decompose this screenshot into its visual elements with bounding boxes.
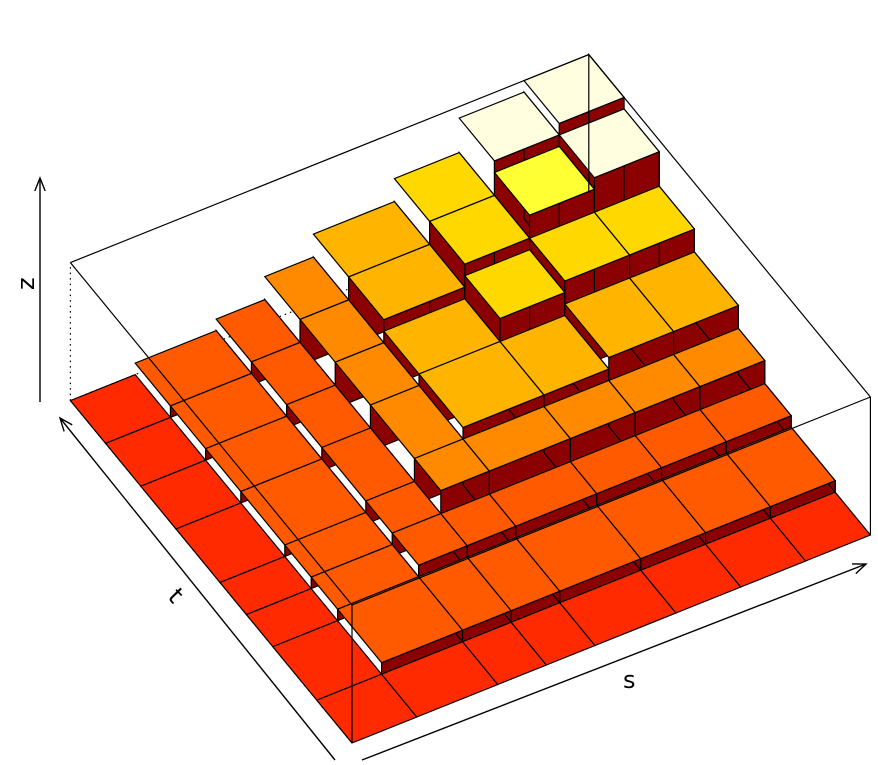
z-axis-arrow-head — [34, 176, 46, 192]
x-axis-label: s — [623, 666, 636, 694]
box-edge — [69, 262, 353, 606]
box-edge — [351, 396, 871, 606]
bar-top-face — [493, 145, 596, 216]
bar-top-face — [428, 194, 531, 265]
y-axis-arrow-head — [58, 416, 73, 432]
y-axis-label: t — [162, 583, 189, 609]
bar-top-face — [672, 327, 766, 388]
x-axis-arrow — [361, 563, 867, 761]
bars-group — [69, 52, 872, 744]
z-axis-label: z — [12, 277, 40, 290]
box-edge — [588, 54, 871, 398]
bar-top-face — [593, 185, 696, 256]
bar-top-face — [699, 382, 793, 443]
bar-top-face — [558, 108, 661, 179]
x-axis-arrow-head — [851, 563, 868, 575]
bar-top-face — [347, 243, 466, 321]
box-edge — [70, 54, 590, 264]
y-axis-arrow — [59, 417, 336, 761]
bar-top-face — [725, 426, 837, 508]
bar-top-face — [628, 251, 740, 333]
bar-top-face — [463, 248, 566, 320]
bar-top-face — [499, 314, 610, 396]
bounding-box-front — [69, 54, 872, 743]
bar-top-face — [769, 491, 872, 562]
bar-top-face — [458, 91, 561, 162]
